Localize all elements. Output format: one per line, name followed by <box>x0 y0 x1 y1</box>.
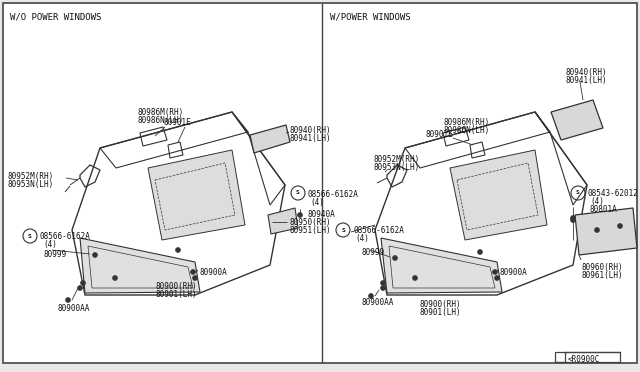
Circle shape <box>65 298 70 302</box>
Text: 08566-6162A: 08566-6162A <box>353 226 404 235</box>
Text: S: S <box>296 190 300 196</box>
Text: 08566-6162A: 08566-6162A <box>307 190 358 199</box>
Circle shape <box>413 276 417 280</box>
Text: 80900(RH): 80900(RH) <box>155 282 196 291</box>
Text: 80999: 80999 <box>43 250 66 259</box>
Polygon shape <box>450 150 547 240</box>
Circle shape <box>77 285 83 291</box>
Text: 80986M(RH): 80986M(RH) <box>137 108 183 117</box>
Circle shape <box>570 215 575 221</box>
Text: 80900(RH): 80900(RH) <box>420 300 461 309</box>
Text: 80940(RH): 80940(RH) <box>565 68 607 77</box>
Circle shape <box>81 280 86 285</box>
Circle shape <box>298 212 303 218</box>
Text: (4): (4) <box>43 240 57 249</box>
Circle shape <box>495 276 499 280</box>
Text: 80952M(RH): 80952M(RH) <box>8 172 54 181</box>
Text: 80941(LH): 80941(LH) <box>289 134 331 143</box>
Text: 08543-62012: 08543-62012 <box>587 189 638 198</box>
Text: 80900AA: 80900AA <box>58 304 90 313</box>
Text: 80953N(LH): 80953N(LH) <box>8 180 54 189</box>
Text: 80961(LH): 80961(LH) <box>581 271 623 280</box>
Circle shape <box>193 276 198 280</box>
Text: S: S <box>341 228 345 232</box>
Circle shape <box>93 253 97 257</box>
Text: (4): (4) <box>355 234 369 243</box>
Text: 80950(RH): 80950(RH) <box>289 218 331 227</box>
Text: 80940(RH): 80940(RH) <box>289 126 331 135</box>
Text: 80901(LH): 80901(LH) <box>420 308 461 317</box>
Text: 08566-6162A: 08566-6162A <box>40 232 91 241</box>
Text: 80986N(LH): 80986N(LH) <box>443 126 489 135</box>
Text: 80901(LH): 80901(LH) <box>155 290 196 299</box>
Circle shape <box>113 276 118 280</box>
Text: 80941(LH): 80941(LH) <box>565 76 607 85</box>
Polygon shape <box>250 125 290 153</box>
Text: 80900AA: 80900AA <box>361 298 394 307</box>
Text: 80900A: 80900A <box>500 268 528 277</box>
Text: 80900A: 80900A <box>200 268 228 277</box>
Text: 80952M(RH): 80952M(RH) <box>373 155 419 164</box>
Polygon shape <box>268 208 298 234</box>
Text: (4): (4) <box>310 198 324 207</box>
Circle shape <box>595 228 600 232</box>
Text: S: S <box>28 234 32 238</box>
Text: (4): (4) <box>590 197 604 206</box>
Text: W/O POWER WINDOWS: W/O POWER WINDOWS <box>10 12 101 21</box>
Polygon shape <box>575 208 637 255</box>
Text: 80986M(RH): 80986M(RH) <box>443 118 489 127</box>
Polygon shape <box>148 150 245 240</box>
Circle shape <box>381 280 385 285</box>
Text: 80901E: 80901E <box>163 118 191 127</box>
Circle shape <box>191 269 195 275</box>
Polygon shape <box>551 100 603 140</box>
Circle shape <box>381 285 385 291</box>
Circle shape <box>392 256 397 260</box>
Text: 80999: 80999 <box>361 248 384 257</box>
Circle shape <box>477 250 483 254</box>
Text: 80951(LH): 80951(LH) <box>289 226 331 235</box>
Text: <R0900C: <R0900C <box>568 355 600 364</box>
Text: 80986N(LH): 80986N(LH) <box>137 116 183 125</box>
Text: 80953N(LH): 80953N(LH) <box>373 163 419 172</box>
Text: 80801A: 80801A <box>590 205 618 214</box>
Circle shape <box>369 294 374 298</box>
Circle shape <box>493 269 497 275</box>
Circle shape <box>175 247 180 253</box>
Text: 80940A: 80940A <box>307 210 335 219</box>
Polygon shape <box>381 238 502 293</box>
Circle shape <box>570 218 575 222</box>
Text: 80901E: 80901E <box>425 130 452 139</box>
Polygon shape <box>80 238 200 293</box>
Text: W/POWER WINDOWS: W/POWER WINDOWS <box>330 12 411 21</box>
Text: 80960(RH): 80960(RH) <box>581 263 623 272</box>
Text: S: S <box>576 190 580 196</box>
Circle shape <box>618 224 623 228</box>
